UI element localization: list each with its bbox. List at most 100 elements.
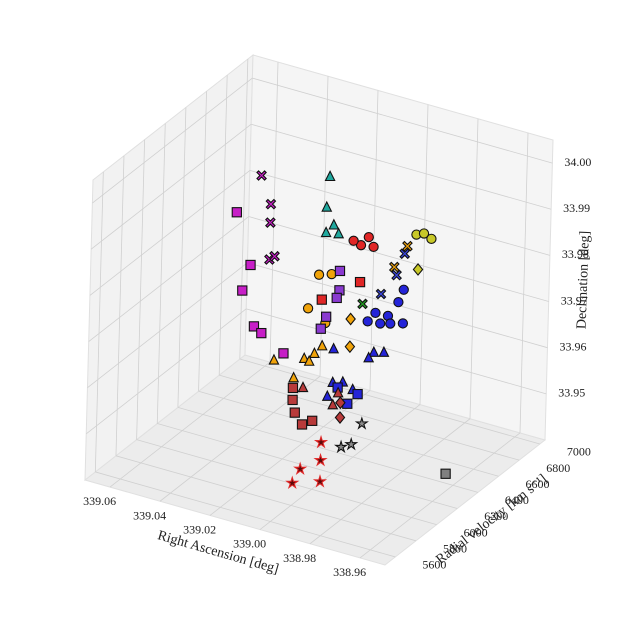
point <box>265 198 277 210</box>
point <box>307 415 318 426</box>
point <box>385 318 396 329</box>
grid-line <box>115 155 125 456</box>
point <box>316 294 327 305</box>
point <box>287 394 298 406</box>
point <box>352 388 363 400</box>
point <box>368 241 379 253</box>
z-axis-label: Declination [deg] <box>575 231 593 330</box>
y-tick-label: 6200 <box>484 509 508 523</box>
point <box>237 285 248 296</box>
point <box>397 318 409 329</box>
point <box>354 276 366 288</box>
point <box>256 170 267 181</box>
point <box>344 340 356 354</box>
point <box>302 303 314 314</box>
point <box>332 386 344 398</box>
z-tick-label: 33.96 <box>559 339 586 353</box>
point <box>313 452 328 467</box>
point <box>308 347 320 358</box>
y-tick-label: 7000 <box>567 445 591 459</box>
point <box>293 461 308 476</box>
grid-line <box>157 423 458 509</box>
grid-line <box>85 308 247 435</box>
x-tick-label: 338.98 <box>283 551 316 565</box>
grid-line <box>92 77 253 204</box>
point <box>362 316 373 327</box>
point <box>440 468 451 479</box>
point <box>321 389 333 401</box>
grid-line <box>90 123 252 250</box>
point <box>328 342 340 354</box>
point <box>297 381 309 393</box>
point <box>328 218 340 230</box>
point <box>316 339 328 351</box>
grid-line <box>136 139 146 440</box>
point <box>402 240 413 252</box>
point <box>399 248 411 260</box>
point <box>355 240 367 251</box>
point <box>354 416 369 430</box>
grid-line <box>249 169 551 256</box>
grid-line <box>519 132 529 433</box>
point <box>287 382 299 394</box>
grid-line <box>89 170 251 296</box>
z-tick-label: 33.99 <box>563 201 590 215</box>
point <box>363 232 374 243</box>
grid-line <box>246 308 547 395</box>
grid-line <box>156 123 166 424</box>
z-tick-label: 33.98 <box>562 247 589 261</box>
point <box>333 227 345 239</box>
point <box>265 217 276 228</box>
point <box>335 396 346 410</box>
grid-line <box>419 104 429 405</box>
point <box>313 434 329 449</box>
grid-line <box>87 262 248 389</box>
grid-line <box>177 407 479 493</box>
grid-line <box>251 123 552 210</box>
point <box>345 312 356 326</box>
point <box>378 345 390 357</box>
point <box>391 269 402 281</box>
point <box>321 200 333 212</box>
point <box>278 348 289 359</box>
point <box>375 288 387 300</box>
point <box>388 261 400 273</box>
point <box>331 292 342 304</box>
grid-line <box>198 390 499 477</box>
y-tick-label: 5800 <box>443 542 467 556</box>
point <box>312 474 328 488</box>
z-tick-label: 33.95 <box>558 386 585 400</box>
y-tick-label: 6000 <box>464 525 488 539</box>
grid-line <box>88 216 249 342</box>
grid-line <box>109 361 271 488</box>
point <box>426 233 437 244</box>
point <box>344 436 359 451</box>
grid-line <box>94 171 104 472</box>
grid-line <box>252 77 553 164</box>
grid-line <box>469 118 479 419</box>
grid-line <box>136 439 437 526</box>
x-tick-label: 339.06 <box>83 494 116 508</box>
point <box>313 269 325 280</box>
point <box>321 311 332 322</box>
point <box>289 407 300 418</box>
point <box>256 327 267 339</box>
x-tick-label: 339.00 <box>233 537 266 551</box>
grid-line <box>259 404 421 530</box>
point <box>368 345 380 357</box>
point <box>268 353 280 365</box>
point <box>333 439 349 454</box>
point <box>334 411 346 424</box>
point <box>296 419 308 430</box>
x-tick-label: 338.96 <box>333 565 366 579</box>
point <box>418 228 430 239</box>
point <box>398 284 409 295</box>
grid-line <box>359 432 521 559</box>
grid-line <box>248 216 549 302</box>
marks <box>231 170 451 490</box>
point <box>288 371 300 383</box>
grid-line <box>369 90 379 391</box>
point <box>363 351 375 363</box>
